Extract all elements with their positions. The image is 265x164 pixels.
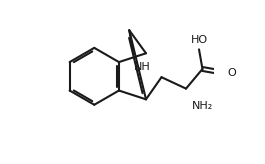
Text: NH₂: NH₂ <box>191 101 213 111</box>
Text: NH: NH <box>134 62 150 72</box>
Text: HO: HO <box>191 35 207 45</box>
Text: O: O <box>228 68 237 78</box>
